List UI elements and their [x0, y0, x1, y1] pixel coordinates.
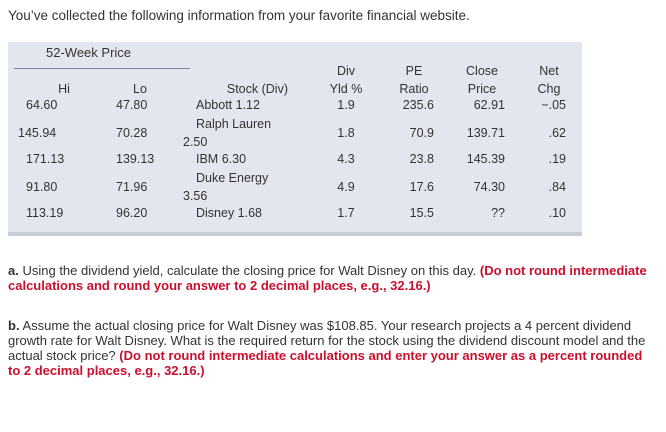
table-cell-net: −.05 — [541, 98, 566, 112]
header-price: Price — [467, 82, 497, 96]
table-cell-stock: Duke Energy — [196, 171, 269, 185]
table-cell-stock: Abbott 1.12 — [196, 98, 260, 112]
table-cell-stock: Disney 1.68 — [196, 206, 263, 220]
header-stock: Stock (Div) — [226, 82, 288, 96]
table-cell-pe: 17.6 — [409, 180, 434, 194]
table-cell-pe: 15.5 — [409, 206, 434, 220]
question-a: a. Using the dividend yield, calculate t… — [8, 263, 648, 293]
header-yld: Yld % — [329, 82, 363, 96]
header-hi: Hi — [58, 82, 70, 96]
table-cell-yld: 4.9 — [337, 180, 355, 194]
header-ratio: Ratio — [399, 82, 429, 96]
question-a-label: a. — [8, 263, 19, 278]
table-cell-stock-div: 3.56 — [183, 189, 208, 203]
table-cell-close: 74.30 — [473, 180, 505, 194]
table-cell-lo: 47.80 — [116, 98, 148, 112]
table-cell-stock: IBM 6.30 — [196, 152, 247, 166]
table-cell-yld: 1.9 — [337, 98, 355, 112]
table-cell-hi: 113.19 — [26, 206, 64, 220]
table-cell-hi: 145.94 — [18, 126, 57, 140]
table-cell-pe: 23.8 — [409, 152, 434, 166]
table-cell-net: .84 — [548, 180, 566, 194]
table-cell-net: .19 — [548, 152, 566, 166]
question-a-note: (Do not round intermediate calculations … — [8, 263, 647, 293]
header-net: Net — [539, 64, 559, 78]
table-cell-pe: 70.9 — [409, 126, 434, 140]
question-b-label: b. — [8, 318, 20, 333]
table-cell-hi: 171.13 — [26, 152, 65, 166]
question-a-text: Using the dividend yield, calculate the … — [22, 263, 477, 278]
table-cell-close: ?? — [491, 206, 505, 220]
table-cell-yld: 4.3 — [337, 152, 355, 166]
table-cell-close: 139.71 — [466, 126, 505, 140]
table-cell-stock: Ralph Lauren — [196, 117, 272, 131]
question-b-note: (Do not round intermediate calculations … — [8, 348, 643, 378]
table-cell-net: .62 — [548, 126, 566, 140]
table-cell-lo: 96.20 — [116, 206, 148, 220]
intro-text: You’ve collected the following informati… — [8, 8, 470, 23]
table-cell-stock-div: 2.50 — [183, 135, 208, 149]
table-cell-hi: 64.60 — [26, 98, 58, 112]
table-cell-lo: 139.13 — [116, 152, 155, 166]
table-cell-lo: 71.96 — [116, 180, 148, 194]
table-cell-net: .10 — [548, 206, 566, 220]
table-cell-hi: 91.80 — [26, 180, 58, 194]
header-chg: Chg — [537, 82, 561, 96]
stock-table: 52-Week Price Hi Lo Stock (Div) Div Yld … — [8, 42, 582, 236]
header-div: Div — [336, 64, 356, 78]
question-b-text: Assume the actual closing price for Walt… — [8, 318, 646, 363]
table-cell-lo: 70.28 — [116, 126, 148, 140]
table-cell-yld: 1.8 — [337, 126, 355, 140]
table-cell-yld: 1.7 — [337, 206, 355, 220]
question-b: b. Assume the actual closing price for W… — [8, 318, 648, 378]
header-close: Close — [466, 64, 498, 78]
table-cell-pe: 235.6 — [402, 98, 434, 112]
header-pe: PE — [405, 64, 423, 78]
group-divider — [14, 68, 190, 69]
table-cell-close: 145.39 — [466, 152, 505, 166]
week-price-group-title: 52-Week Price — [46, 45, 132, 60]
table-cell-close: 62.91 — [473, 98, 505, 112]
header-lo: Lo — [133, 82, 147, 96]
